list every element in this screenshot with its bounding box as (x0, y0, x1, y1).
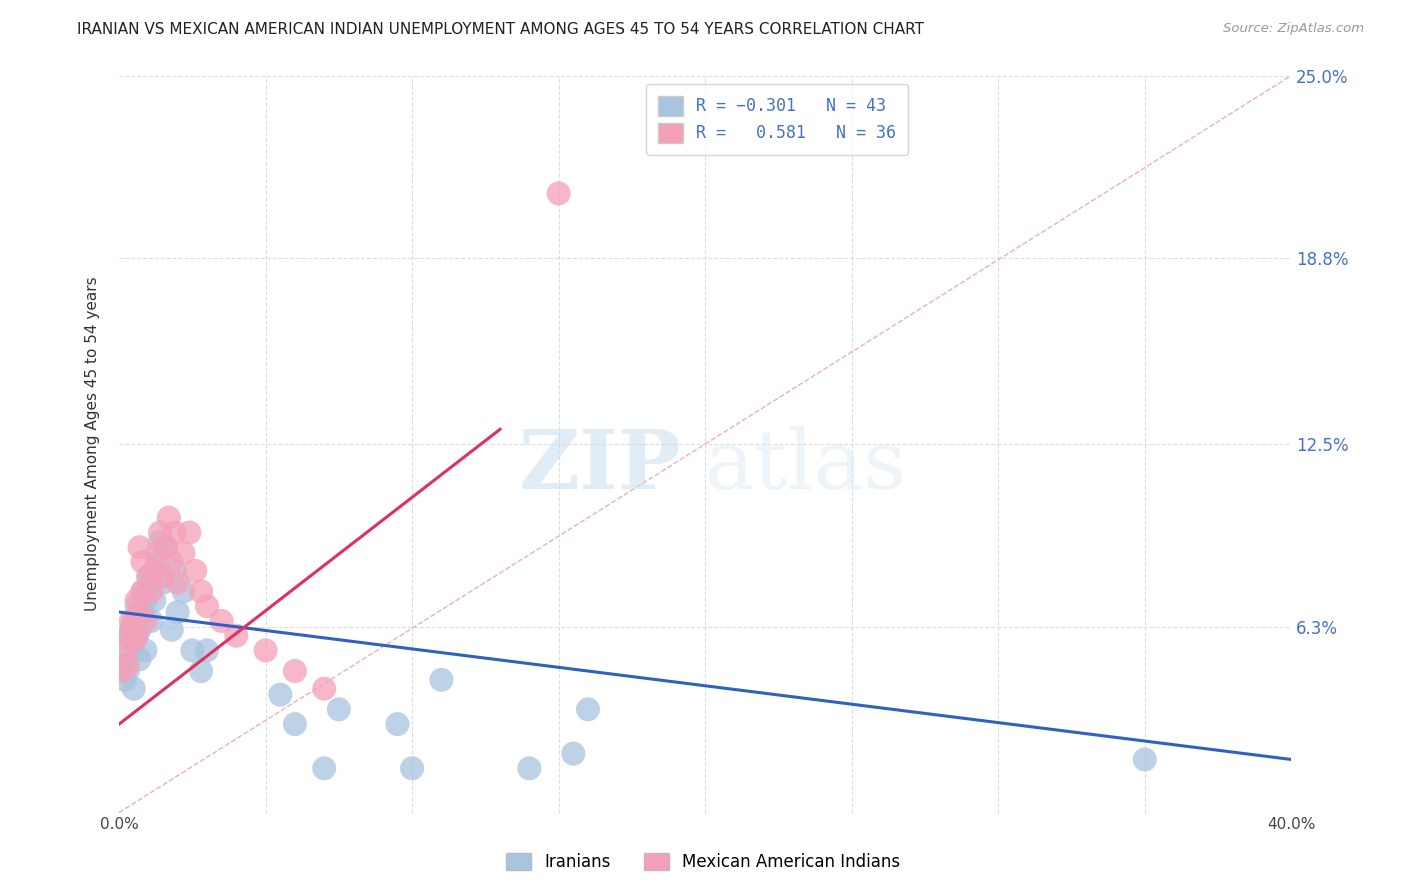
Point (155, 540, 177, 554)
Point (131, 555, 153, 569)
Point (128, 540, 150, 554)
Point (1133, 752, 1156, 766)
Point (166, 575, 188, 590)
Point (254, 643, 277, 657)
Text: Source: ZipAtlas.com: Source: ZipAtlas.com (1223, 22, 1364, 36)
Point (576, 702, 599, 716)
Point (131, 584, 153, 599)
Point (111, 658, 134, 673)
Point (141, 584, 163, 599)
Point (117, 658, 139, 673)
Point (157, 510, 180, 524)
Point (122, 681, 145, 696)
Point (284, 717, 307, 731)
Point (284, 664, 307, 678)
Point (160, 555, 183, 569)
Point (195, 599, 218, 614)
Point (117, 629, 139, 643)
Point (149, 534, 172, 549)
Point (122, 634, 145, 648)
Point (141, 575, 163, 590)
Point (328, 702, 350, 716)
Point (517, 761, 540, 775)
Point (120, 643, 142, 657)
Point (122, 614, 145, 628)
Point (146, 546, 169, 560)
Point (122, 634, 145, 648)
Point (141, 614, 163, 628)
Point (128, 605, 150, 619)
Point (430, 673, 453, 687)
Point (184, 564, 207, 578)
Point (163, 525, 186, 540)
Point (269, 688, 291, 702)
Point (547, 186, 569, 201)
Point (149, 525, 172, 540)
Text: ZIP: ZIP (519, 426, 682, 506)
Point (314, 681, 336, 696)
Point (134, 614, 156, 628)
Point (122, 614, 145, 628)
Point (160, 623, 183, 637)
Point (111, 664, 134, 678)
Point (152, 575, 174, 590)
Point (152, 570, 174, 584)
Point (387, 717, 409, 731)
Point (225, 629, 247, 643)
Point (181, 643, 204, 657)
Point (190, 584, 212, 599)
Point (117, 629, 139, 643)
Point (143, 593, 166, 607)
Point (128, 623, 150, 637)
Point (401, 761, 423, 775)
Point (562, 747, 585, 761)
Point (143, 564, 166, 578)
Point (314, 761, 336, 775)
Y-axis label: Unemployment Among Ages 45 to 54 years: Unemployment Among Ages 45 to 54 years (86, 277, 100, 611)
Point (120, 623, 142, 637)
Point (138, 570, 160, 584)
Point (155, 540, 177, 554)
Point (125, 593, 148, 607)
Text: atlas: atlas (706, 426, 907, 506)
Point (117, 664, 139, 678)
Text: IRANIAN VS MEXICAN AMERICAN INDIAN UNEMPLOYMENT AMONG AGES 45 TO 54 YEARS CORREL: IRANIAN VS MEXICAN AMERICAN INDIAN UNEMP… (77, 22, 924, 37)
Point (114, 673, 136, 687)
Point (190, 664, 212, 678)
Legend: R = −0.301   N = 43, R =   0.581   N = 36: R = −0.301 N = 43, R = 0.581 N = 36 (647, 84, 908, 154)
Point (166, 605, 188, 619)
Point (128, 652, 150, 666)
Point (125, 629, 148, 643)
Point (173, 546, 195, 560)
Point (195, 643, 218, 657)
Point (131, 605, 153, 619)
Point (125, 629, 148, 643)
Point (120, 614, 142, 628)
Point (173, 584, 195, 599)
Point (125, 599, 148, 614)
Point (211, 614, 233, 628)
Point (138, 570, 160, 584)
Point (134, 643, 156, 657)
Point (146, 555, 169, 569)
Point (179, 525, 201, 540)
Legend: Iranians, Mexican American Indians: Iranians, Mexican American Indians (498, 845, 908, 880)
Point (163, 564, 186, 578)
Point (131, 584, 153, 599)
Point (134, 593, 156, 607)
Point (114, 643, 136, 657)
